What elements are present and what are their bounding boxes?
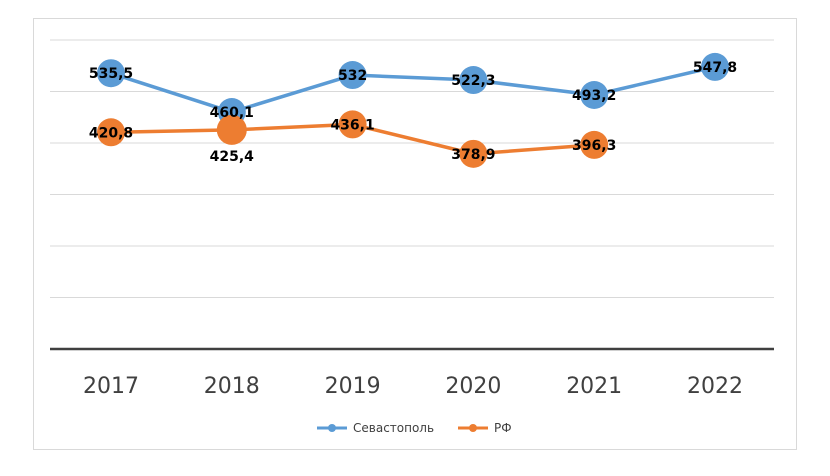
data-label: 460,1 (210, 105, 254, 121)
data-label: 436,1 (330, 117, 374, 133)
data-point (701, 52, 729, 81)
data-point (338, 61, 367, 90)
data-label: 532 (338, 68, 367, 84)
legend-marker (328, 424, 336, 432)
data-label: 547,8 (693, 60, 737, 76)
data-point (97, 59, 125, 88)
data-label: 535,5 (89, 66, 133, 82)
data-point (459, 66, 488, 95)
x-tick-label: 2021 (566, 374, 622, 399)
data-labels: 535,5 460,1 532 522,3 493,2 547,8 420,8 425,4 43… (89, 60, 737, 165)
data-point (216, 114, 247, 145)
data-label: 425,4 (210, 149, 255, 165)
legend-label: Севастополь (353, 421, 434, 435)
legend-marker (469, 424, 477, 432)
data-point (338, 110, 367, 139)
legend-entry: Севастополь (317, 421, 434, 435)
data-point (580, 81, 609, 110)
data-label: 378,9 (451, 147, 495, 163)
series-line (110, 65, 716, 114)
x-tick-label: 2020 (445, 374, 501, 399)
data-label: 420,8 (89, 125, 133, 141)
legend: Севастополь РФ (317, 421, 512, 435)
data-point (580, 130, 609, 159)
legend-label: РФ (494, 421, 512, 435)
series-group (97, 52, 729, 168)
x-tick-label: 2018 (204, 374, 260, 399)
data-point (97, 118, 125, 147)
data-point (459, 139, 488, 168)
data-label: 396,3 (572, 138, 616, 154)
x-tick-label: 2017 (83, 374, 139, 399)
data-label: 522,3 (451, 73, 495, 89)
x-axis: 2017 2018 2019 2020 2021 2022 (50, 347, 774, 399)
x-tick-label: 2019 (325, 374, 381, 399)
x-tick-label: 2022 (687, 374, 743, 399)
data-label: 493,2 (572, 88, 616, 104)
legend-entry: РФ (458, 421, 512, 435)
